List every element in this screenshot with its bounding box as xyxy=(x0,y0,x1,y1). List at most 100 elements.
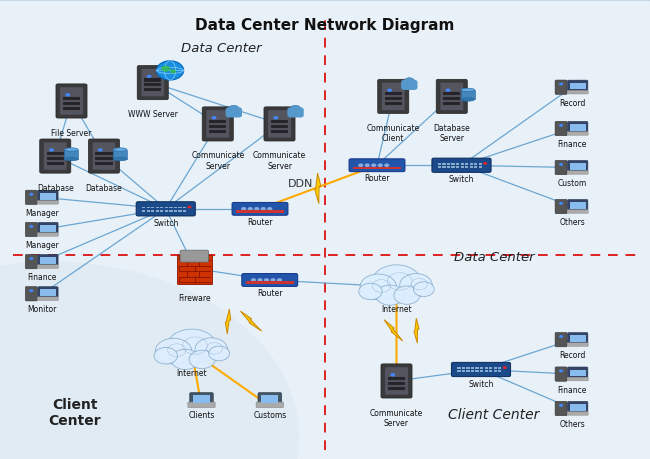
Text: DDN: DDN xyxy=(287,179,313,189)
Text: Router: Router xyxy=(364,174,390,184)
FancyBboxPatch shape xyxy=(88,139,120,173)
FancyBboxPatch shape xyxy=(567,412,588,415)
FancyBboxPatch shape xyxy=(47,157,64,160)
FancyBboxPatch shape xyxy=(443,92,460,95)
FancyBboxPatch shape xyxy=(440,82,463,110)
FancyBboxPatch shape xyxy=(476,367,478,369)
FancyBboxPatch shape xyxy=(151,207,155,208)
FancyBboxPatch shape xyxy=(567,210,588,213)
FancyBboxPatch shape xyxy=(40,257,56,264)
FancyBboxPatch shape xyxy=(180,250,209,262)
Text: Data Center: Data Center xyxy=(454,251,534,263)
FancyBboxPatch shape xyxy=(438,166,441,168)
FancyBboxPatch shape xyxy=(271,129,288,133)
Circle shape xyxy=(146,75,151,78)
Circle shape xyxy=(394,286,420,304)
FancyBboxPatch shape xyxy=(451,166,455,168)
Ellipse shape xyxy=(64,157,78,161)
FancyBboxPatch shape xyxy=(555,160,567,175)
FancyBboxPatch shape xyxy=(555,367,567,381)
Circle shape xyxy=(257,278,263,282)
FancyBboxPatch shape xyxy=(63,97,80,100)
FancyBboxPatch shape xyxy=(258,393,281,405)
Circle shape xyxy=(241,207,246,211)
FancyBboxPatch shape xyxy=(246,281,294,284)
FancyBboxPatch shape xyxy=(155,207,159,208)
Text: Manager: Manager xyxy=(25,209,59,218)
FancyBboxPatch shape xyxy=(570,163,586,170)
FancyBboxPatch shape xyxy=(385,367,408,395)
Circle shape xyxy=(559,124,563,127)
FancyBboxPatch shape xyxy=(436,79,467,113)
FancyBboxPatch shape xyxy=(188,402,215,408)
FancyBboxPatch shape xyxy=(38,233,58,236)
FancyBboxPatch shape xyxy=(40,193,56,200)
FancyBboxPatch shape xyxy=(147,210,150,212)
FancyBboxPatch shape xyxy=(388,382,405,385)
FancyBboxPatch shape xyxy=(478,163,482,165)
FancyBboxPatch shape xyxy=(567,377,588,381)
FancyBboxPatch shape xyxy=(25,190,37,205)
Circle shape xyxy=(359,283,382,300)
Circle shape xyxy=(0,262,299,459)
FancyBboxPatch shape xyxy=(462,370,465,372)
Circle shape xyxy=(154,347,177,364)
Circle shape xyxy=(189,350,215,369)
Ellipse shape xyxy=(461,98,474,101)
FancyBboxPatch shape xyxy=(40,225,56,232)
FancyBboxPatch shape xyxy=(458,370,460,372)
FancyBboxPatch shape xyxy=(498,370,502,372)
Circle shape xyxy=(29,289,33,292)
FancyBboxPatch shape xyxy=(489,367,493,369)
FancyBboxPatch shape xyxy=(226,107,242,118)
FancyBboxPatch shape xyxy=(64,150,78,159)
Circle shape xyxy=(483,162,488,165)
Circle shape xyxy=(270,278,276,282)
Circle shape xyxy=(559,369,563,372)
Circle shape xyxy=(390,373,395,376)
FancyBboxPatch shape xyxy=(567,122,588,132)
Circle shape xyxy=(167,329,216,364)
Text: Switch: Switch xyxy=(448,175,474,185)
Text: Fireware: Fireware xyxy=(179,294,211,303)
Circle shape xyxy=(413,282,434,297)
Text: Finance: Finance xyxy=(27,273,57,282)
Circle shape xyxy=(273,116,278,119)
FancyBboxPatch shape xyxy=(60,87,83,115)
Circle shape xyxy=(29,225,33,228)
FancyBboxPatch shape xyxy=(567,80,588,91)
FancyBboxPatch shape xyxy=(570,202,586,209)
FancyBboxPatch shape xyxy=(25,254,37,269)
Ellipse shape xyxy=(113,157,127,161)
FancyBboxPatch shape xyxy=(165,210,168,212)
Circle shape xyxy=(378,163,383,167)
FancyBboxPatch shape xyxy=(44,142,67,170)
Circle shape xyxy=(387,89,392,92)
FancyBboxPatch shape xyxy=(567,200,588,210)
FancyBboxPatch shape xyxy=(555,199,567,214)
FancyBboxPatch shape xyxy=(567,402,588,412)
Circle shape xyxy=(400,274,432,297)
Circle shape xyxy=(248,207,253,211)
FancyBboxPatch shape xyxy=(438,163,441,165)
FancyBboxPatch shape xyxy=(480,367,484,369)
FancyBboxPatch shape xyxy=(232,202,288,215)
FancyBboxPatch shape xyxy=(471,370,474,372)
FancyBboxPatch shape xyxy=(467,367,469,369)
FancyBboxPatch shape xyxy=(456,163,459,165)
FancyBboxPatch shape xyxy=(462,367,465,369)
FancyBboxPatch shape xyxy=(447,166,450,168)
FancyBboxPatch shape xyxy=(63,106,80,110)
FancyBboxPatch shape xyxy=(467,370,469,372)
Circle shape xyxy=(171,349,200,369)
FancyBboxPatch shape xyxy=(144,78,161,82)
FancyBboxPatch shape xyxy=(451,163,455,165)
Polygon shape xyxy=(226,309,231,334)
Text: Clients: Clients xyxy=(188,411,215,420)
Circle shape xyxy=(264,278,269,282)
FancyBboxPatch shape xyxy=(478,166,482,168)
FancyBboxPatch shape xyxy=(465,163,468,165)
Circle shape xyxy=(195,338,228,361)
FancyBboxPatch shape xyxy=(480,370,484,372)
Text: Monitor: Monitor xyxy=(27,305,57,314)
